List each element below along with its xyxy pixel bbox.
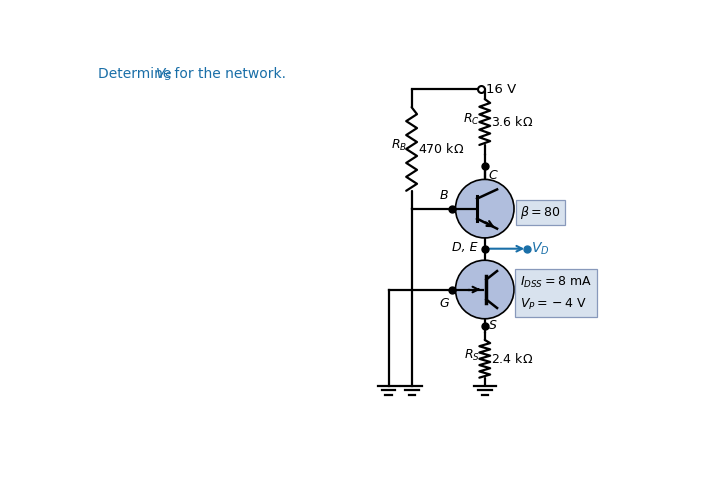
Text: for the network.: for the network. (170, 67, 286, 81)
Text: 3.6 k$\Omega$: 3.6 k$\Omega$ (491, 115, 533, 129)
Text: $R_S$: $R_S$ (464, 348, 480, 363)
Text: $R_B$: $R_B$ (391, 138, 407, 154)
Text: $I_{DSS} = 8\ \mathrm{mA}$
$V_P = -4\ \mathrm{V}$: $I_{DSS} = 8\ \mathrm{mA}$ $V_P = -4\ \m… (520, 274, 592, 312)
Text: 470 k$\Omega$: 470 k$\Omega$ (418, 142, 464, 156)
Text: $R_C$: $R_C$ (464, 112, 480, 126)
Text: C: C (489, 169, 497, 182)
Circle shape (456, 179, 514, 238)
Text: $\beta = 80$: $\beta = 80$ (520, 204, 560, 221)
Text: 2.4 k$\Omega$: 2.4 k$\Omega$ (491, 352, 533, 366)
Text: $V_S$: $V_S$ (155, 67, 173, 83)
Circle shape (456, 260, 514, 319)
Text: B: B (440, 189, 448, 202)
Text: D, E: D, E (451, 242, 477, 254)
Text: $V_D$: $V_D$ (531, 241, 549, 257)
Text: 16 V: 16 V (487, 83, 516, 96)
Text: G: G (440, 297, 449, 310)
Text: S: S (490, 319, 497, 332)
Text: Determine: Determine (98, 67, 176, 81)
